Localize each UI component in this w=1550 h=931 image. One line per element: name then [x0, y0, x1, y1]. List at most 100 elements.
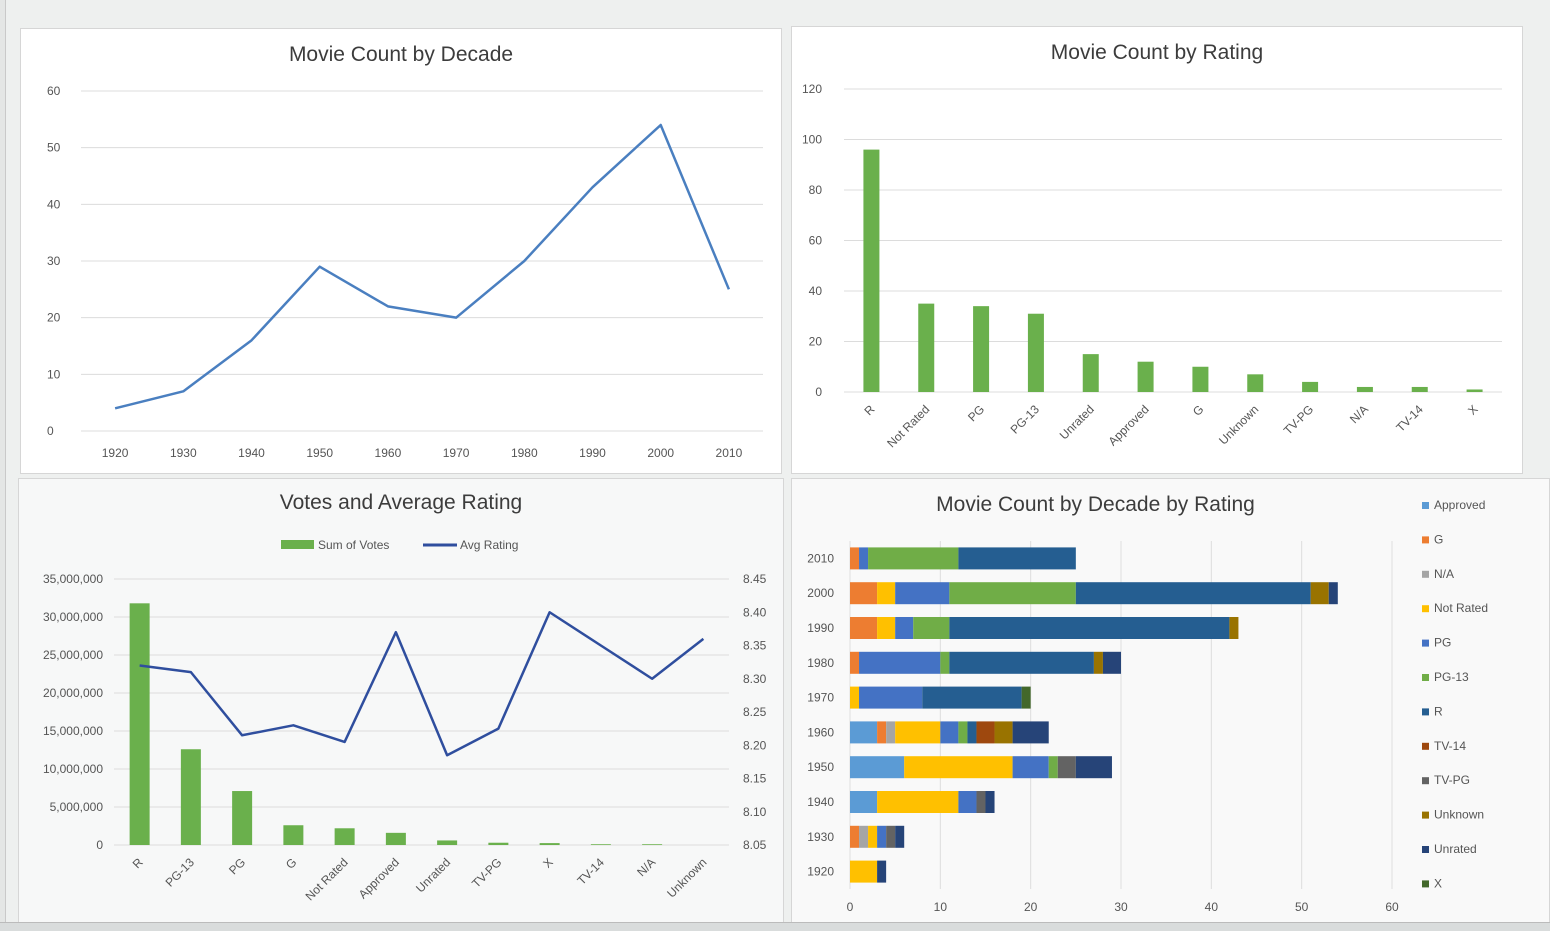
bar [1192, 367, 1208, 392]
bar-segment [859, 826, 868, 848]
avg-rating-line [140, 612, 704, 755]
bar-segment [850, 791, 877, 813]
legend-label: N/A [1434, 567, 1454, 581]
bar-segment [949, 617, 1229, 639]
x-tick-label: PG [226, 855, 248, 877]
bar-segment [868, 826, 877, 848]
y2-tick-label: 8.10 [743, 805, 767, 819]
bar-segment [1058, 756, 1076, 778]
y-tick-label: 60 [47, 84, 61, 98]
x-tick-label: G [1190, 402, 1207, 419]
y2-tick-label: 8.05 [743, 838, 767, 852]
x-tick-label: 2000 [647, 446, 674, 460]
bar-segment [850, 756, 904, 778]
legend-label: PG [1434, 636, 1451, 650]
bar-segment [958, 721, 967, 743]
bar [1357, 387, 1373, 392]
y-tick-label: 80 [809, 183, 823, 197]
y-tick-label: 1960 [807, 725, 834, 739]
x-tick-label: Unrated [413, 855, 453, 895]
bar-segment [868, 547, 958, 569]
x-tick-label: 1950 [306, 446, 333, 460]
bar [232, 791, 252, 845]
legend-swatch [1422, 708, 1429, 715]
y-tick-label: 1950 [807, 760, 834, 774]
bar-segment [877, 826, 886, 848]
bar-segment [850, 652, 859, 674]
legend-label: G [1434, 532, 1443, 546]
x-tick-label: TV-14 [1393, 402, 1426, 435]
x-tick-label: PG-13 [1008, 402, 1043, 437]
y-tick-label: 1920 [807, 865, 834, 879]
y-tick-label: 1980 [807, 656, 834, 670]
x-tick-label: 1970 [443, 446, 470, 460]
y2-tick-label: 8.45 [743, 572, 767, 586]
legend-swatch [1422, 880, 1429, 887]
bar [181, 749, 201, 845]
bar [1467, 389, 1483, 392]
bar-segment [886, 721, 895, 743]
y2-tick-label: 8.30 [743, 672, 767, 686]
bar-segment [859, 547, 868, 569]
legend-label: Unrated [1434, 842, 1477, 856]
x-tick-label: Not Rated [884, 402, 932, 450]
y-tick-label: 1940 [807, 795, 834, 809]
bar [642, 844, 662, 845]
y-tick-label: 15,000,000 [43, 724, 103, 738]
bar-segment [1103, 652, 1121, 674]
legend-label: TV-14 [1434, 739, 1466, 753]
bar-segment [850, 617, 877, 639]
bar-segment [922, 687, 1021, 709]
x-tick-label: X [1465, 402, 1481, 418]
x-tick-label: N/A [1347, 402, 1371, 426]
legend-swatch [1422, 571, 1429, 578]
x-tick-label: 1990 [579, 446, 606, 460]
bar [863, 150, 879, 392]
y-tick-label: 10 [47, 367, 61, 381]
bar-segment [850, 721, 877, 743]
bar [1138, 362, 1154, 392]
bar-segment [1013, 721, 1049, 743]
bar-segment [895, 826, 904, 848]
legend-swatch [281, 540, 314, 549]
y-tick-label: 120 [802, 82, 822, 96]
y-tick-label: 100 [802, 133, 822, 147]
bar-segment [877, 617, 895, 639]
y2-tick-label: 8.15 [743, 772, 767, 786]
y-tick-label: 20 [47, 311, 61, 325]
legend-swatch [1422, 743, 1429, 750]
bar-segment [949, 652, 1094, 674]
bar [130, 603, 150, 845]
y-tick-label: 0 [96, 838, 103, 852]
bar-segment [949, 582, 1075, 604]
y-tick-label: 20,000,000 [43, 686, 103, 700]
legend-label: X [1434, 876, 1442, 890]
x-tick-label: 1930 [170, 446, 197, 460]
bar-segment [995, 721, 1013, 743]
x-tick-label: 1960 [375, 446, 402, 460]
bar-segment [1329, 582, 1338, 604]
y-tick-label: 1930 [807, 830, 834, 844]
bar-segment [976, 791, 985, 813]
bar-segment [1094, 652, 1103, 674]
bar-segment [877, 582, 895, 604]
x-tick-label: Approved [356, 855, 402, 901]
legend-swatch [1422, 536, 1429, 543]
y-tick-label: 60 [809, 234, 823, 248]
x-tick-label: 1980 [511, 446, 538, 460]
bar-segment [877, 791, 958, 813]
bar-segment [850, 547, 859, 569]
bar-segment [1311, 582, 1329, 604]
bar-segment [958, 791, 976, 813]
bar [1083, 354, 1099, 392]
bar-segment [1013, 756, 1049, 778]
x-tick-label: 1940 [238, 446, 265, 460]
bar [918, 304, 934, 392]
